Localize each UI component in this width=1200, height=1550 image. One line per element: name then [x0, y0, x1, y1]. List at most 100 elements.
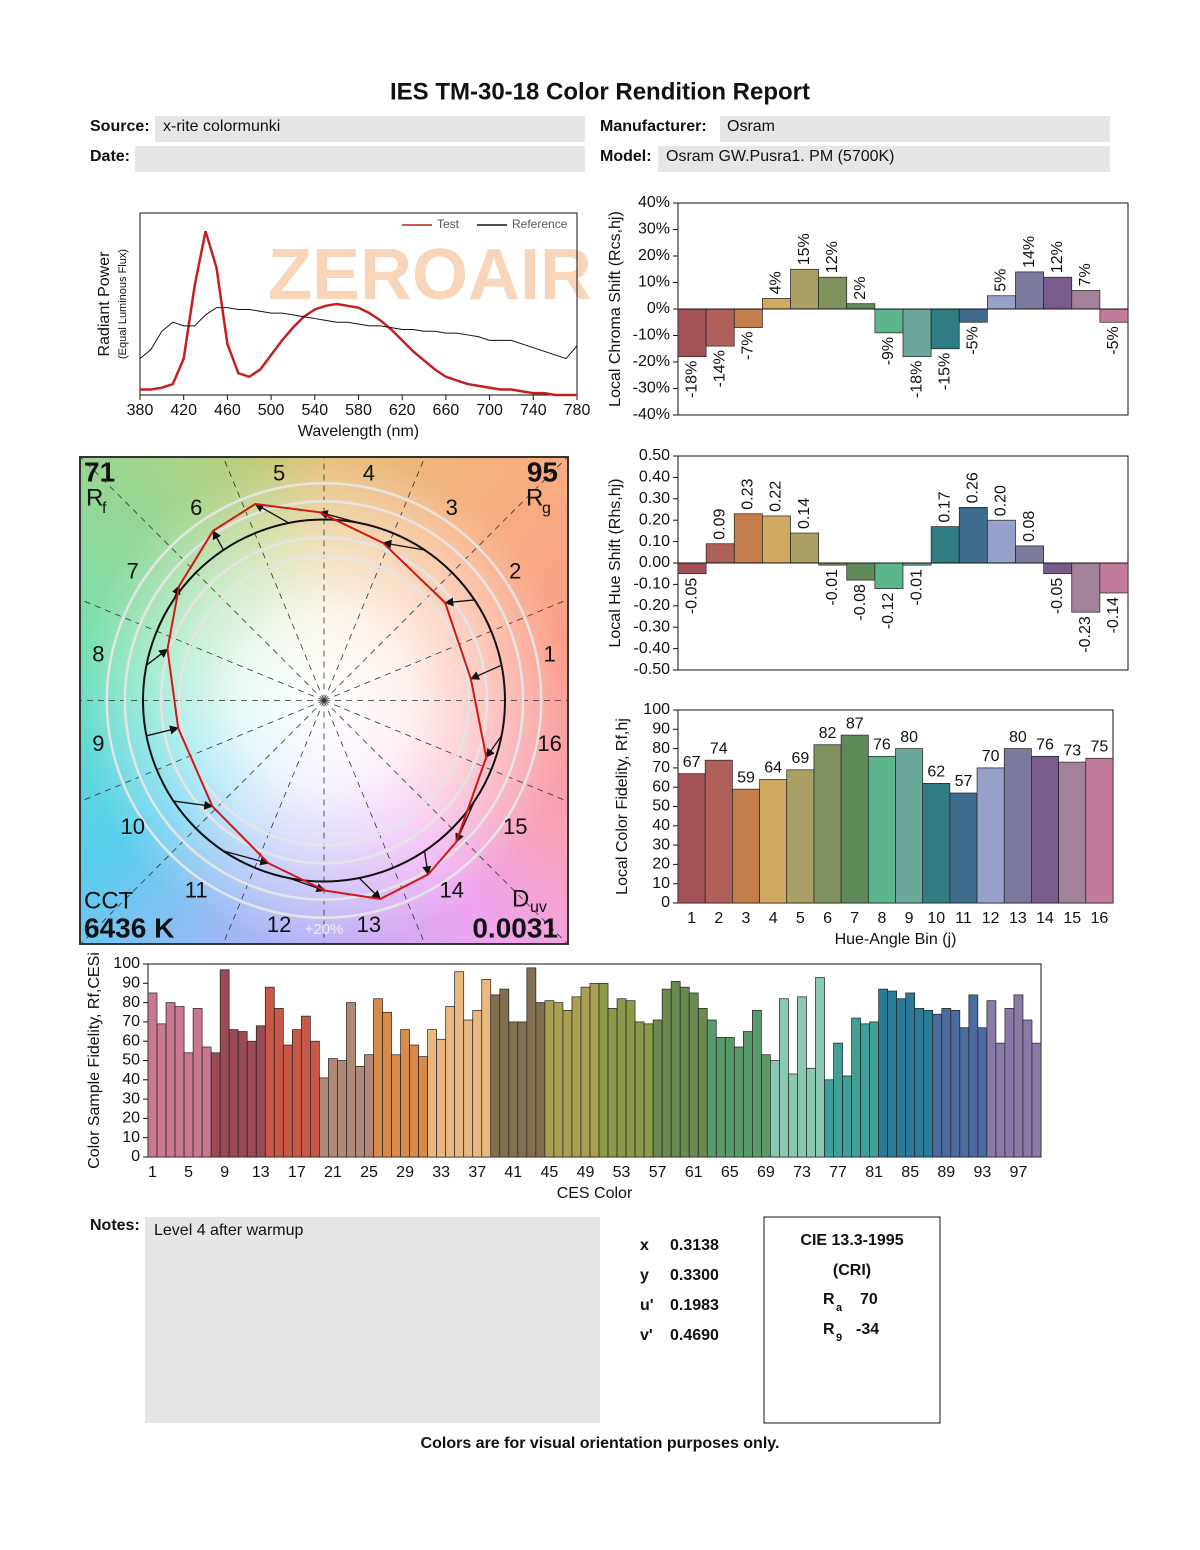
bar [932, 1013, 943, 1158]
value-label: -0.01 [908, 569, 925, 606]
value-label: 12% [824, 241, 841, 273]
y-axis-label: Local Chroma Shift (Rcs,hj) [607, 211, 624, 407]
chroma-value: 0.1983 [670, 1297, 719, 1314]
bar [156, 1023, 167, 1158]
bar [752, 1009, 762, 1158]
bar [282, 1044, 293, 1158]
bar [472, 1009, 483, 1158]
bar [742, 1031, 753, 1158]
x-axis-label: Wavelength (nm) [298, 423, 419, 440]
bar [867, 755, 896, 904]
bar [815, 977, 825, 1158]
bar [364, 1054, 374, 1158]
bar [902, 308, 932, 358]
bar [1099, 562, 1129, 594]
value-label: 67 [683, 754, 701, 771]
y-tick-label: 50 [122, 1052, 140, 1069]
bar [1043, 562, 1073, 575]
value-label: 0.08 [1021, 511, 1038, 542]
value-label: 70 [982, 748, 1000, 765]
bar [779, 998, 789, 1158]
chroma-value: 0.3300 [670, 1267, 719, 1284]
x-tick-label: 780 [564, 402, 591, 419]
bar [643, 1023, 654, 1158]
bar [846, 562, 876, 581]
bar [1003, 748, 1032, 904]
bar [869, 1021, 879, 1158]
y-tick-label: -20% [633, 353, 670, 370]
bar [1004, 1008, 1015, 1158]
y-tick-label: 30 [652, 836, 670, 853]
x-tick-label: 21 [324, 1164, 342, 1181]
y-tick-label: 10% [638, 274, 670, 291]
shift-arrow [358, 877, 381, 900]
bar [337, 1060, 347, 1158]
y-tick-label: 0.50 [639, 447, 670, 464]
x-tick-label: 660 [433, 402, 460, 419]
r9-sub: 9 [836, 1332, 842, 1344]
bar [481, 979, 492, 1158]
chroma-key: v' [640, 1327, 653, 1344]
bin-label: 9 [92, 731, 104, 756]
bar [544, 1000, 555, 1158]
y-tick-label: -40% [633, 406, 670, 423]
bar [562, 1009, 573, 1158]
y-tick-label: -0.10 [634, 576, 671, 593]
y-tick-label: -0.40 [634, 640, 671, 657]
bar [1071, 290, 1101, 310]
x-tick-label: 61 [685, 1164, 703, 1181]
value-label: 14% [1021, 236, 1038, 268]
bar [922, 782, 951, 904]
x-tick-label: 65 [721, 1164, 739, 1181]
bar [328, 1058, 338, 1158]
field-box [720, 116, 1110, 142]
title: IES TM-30-18 Color Rendition Report [390, 78, 810, 105]
chroma-key: u' [640, 1297, 654, 1314]
shift-arrow [318, 510, 360, 524]
bar [762, 515, 791, 564]
x-tick-label: 540 [301, 402, 328, 419]
bar [174, 1006, 185, 1158]
bar [958, 308, 988, 323]
bar [923, 1009, 934, 1158]
bin-label: 13 [357, 912, 381, 937]
bar [192, 1008, 203, 1158]
field-box [155, 116, 585, 142]
x-tick-label: 700 [476, 402, 503, 419]
bar [1022, 1019, 1033, 1158]
reference-circle [142, 518, 506, 883]
series-line [140, 230, 577, 397]
x-tick-label: 41 [504, 1164, 522, 1181]
shift-arrow [146, 648, 169, 666]
chroma-key: x [640, 1237, 649, 1254]
value-label: 57 [955, 773, 973, 790]
bar [977, 1027, 988, 1158]
test-polygon [166, 502, 488, 901]
bar [499, 988, 510, 1158]
value-label: 4% [768, 271, 785, 294]
bar [733, 1046, 744, 1158]
bar [677, 562, 707, 575]
bar [995, 1042, 1006, 1158]
value-label: -0.01 [824, 569, 841, 606]
value-label: -0.23 [1077, 616, 1094, 653]
bin-label: 11 [185, 878, 208, 903]
bar [759, 779, 788, 904]
bar [761, 1054, 771, 1158]
shift-arrow [382, 539, 425, 551]
bar [679, 986, 690, 1158]
value-label: 0.22 [768, 481, 785, 512]
bin-label: 3 [446, 495, 458, 520]
bar [319, 1077, 329, 1158]
bar [930, 308, 960, 350]
bar [616, 998, 627, 1158]
x-tick-label: 8 [877, 910, 886, 927]
bar [1099, 308, 1129, 323]
rf-value: 71 [84, 456, 115, 487]
value-label: 64 [764, 760, 782, 777]
bar [987, 295, 1016, 310]
value-label: -14% [711, 350, 728, 387]
shift-arrow [444, 597, 475, 607]
x-tick-label: 7 [850, 910, 859, 927]
